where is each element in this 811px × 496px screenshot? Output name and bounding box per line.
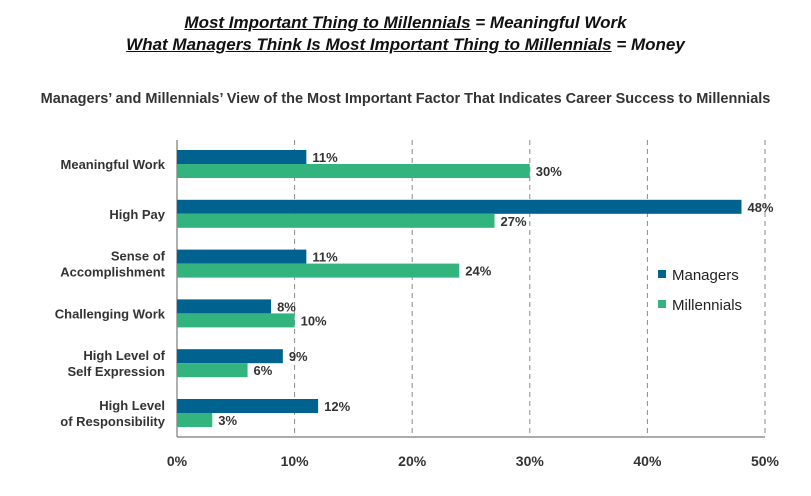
x-tick-label: 10% xyxy=(281,453,310,469)
legend-label-managers: Managers xyxy=(672,267,739,284)
bar-managers xyxy=(177,349,283,364)
headline-line-2-underlined: What Managers Think Is Most Important Th… xyxy=(126,35,612,54)
data-label-millennials: 3% xyxy=(218,413,237,428)
data-label-millennials: 6% xyxy=(254,363,273,378)
headline-line-2: What Managers Think Is Most Important Th… xyxy=(0,35,811,55)
x-tick-label: 0% xyxy=(167,453,188,469)
category-label: of Responsibility xyxy=(60,414,166,429)
data-label-millennials: 27% xyxy=(501,214,527,229)
data-label-millennials: 24% xyxy=(465,264,491,279)
category-label: Sense of xyxy=(111,249,166,264)
data-label-millennials: 30% xyxy=(536,164,562,179)
bar-managers xyxy=(177,299,272,314)
bar-managers xyxy=(177,150,307,164)
bar-managers xyxy=(177,249,307,264)
headline-line-1: Most Important Thing to Millennials = Me… xyxy=(0,13,811,33)
data-label-managers: 9% xyxy=(289,349,308,364)
headline-line-1-rest: = Meaningful Work xyxy=(470,13,627,32)
bar-millennials xyxy=(177,413,213,427)
data-label-millennials: 10% xyxy=(301,313,327,328)
data-label-managers: 8% xyxy=(277,299,296,314)
chart-title: Managers’ and Millennials’ View of the M… xyxy=(0,90,811,109)
bar-millennials xyxy=(177,263,460,278)
chart-title-text: Managers’ and Millennials’ View of the M… xyxy=(40,91,771,107)
category-label: Challenging Work xyxy=(55,306,166,321)
x-tick-label: 50% xyxy=(751,453,780,469)
bar-millennials xyxy=(177,363,248,378)
data-label-managers: 11% xyxy=(312,250,338,265)
bar-millennials xyxy=(177,213,495,228)
category-label: High Level xyxy=(99,398,165,413)
headline-line-1-underlined: Most Important Thing to Millennials xyxy=(184,13,471,32)
bar-managers xyxy=(177,199,742,214)
legend-swatch-millennials xyxy=(658,300,666,308)
data-label-managers: 12% xyxy=(324,399,350,414)
headline-line-2-rest: = Money xyxy=(611,35,685,54)
legend-item-managers: Managers xyxy=(658,267,739,284)
data-label-managers: 11% xyxy=(312,150,338,165)
category-label: Accomplishment xyxy=(60,265,165,280)
bar-millennials xyxy=(177,313,295,328)
legend-label-millennials: Millennials xyxy=(672,297,743,314)
legend-swatch-managers xyxy=(658,270,666,278)
category-label: Meaningful Work xyxy=(61,157,166,172)
bar-managers xyxy=(177,399,319,413)
bar-millennials xyxy=(177,164,530,178)
category-label: High Pay xyxy=(109,207,165,222)
x-tick-label: 30% xyxy=(516,453,545,469)
legend-item-millennials: Millennials xyxy=(658,297,742,314)
category-label: High Level of xyxy=(83,348,165,363)
x-tick-label: 20% xyxy=(398,453,427,469)
data-label-managers: 48% xyxy=(747,200,773,215)
x-tick-label: 40% xyxy=(633,453,662,469)
category-label: Self Expression xyxy=(67,364,165,379)
